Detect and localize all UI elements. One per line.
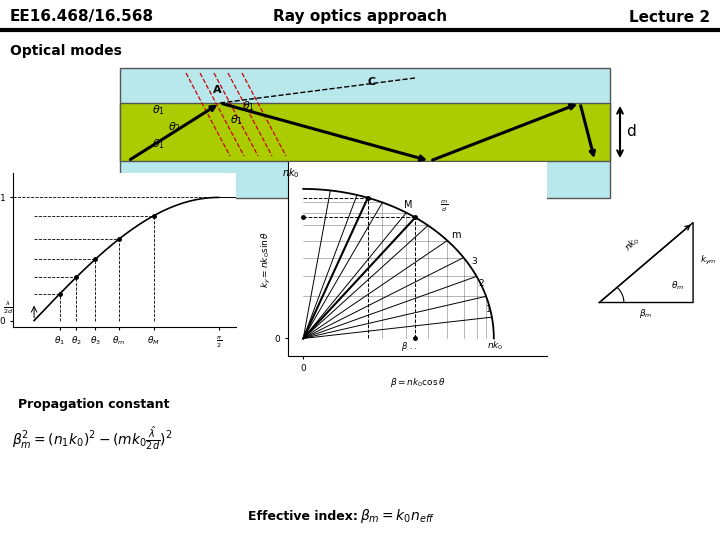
Text: Lecture 2: Lecture 2 — [629, 10, 710, 24]
Text: B: B — [434, 163, 442, 173]
Text: $\beta_m$: $\beta_m$ — [639, 307, 653, 321]
Text: 1: 1 — [486, 305, 492, 314]
Text: d: d — [626, 125, 636, 139]
Text: Optical modes: Optical modes — [10, 44, 122, 58]
Text: $\theta_1$: $\theta_1$ — [152, 103, 165, 117]
Text: Propagation constant: Propagation constant — [18, 398, 169, 411]
Text: 3: 3 — [471, 256, 477, 266]
Text: $\theta_1$: $\theta_1$ — [152, 137, 165, 151]
Text: $\beta_m = k_0n_{eff}$: $\beta_m = k_0n_{eff}$ — [360, 507, 435, 525]
Text: $\beta_m^2 = (n_1k_0)^2-(mk_0\frac{\hat{\lambda}}{2d})^2$: $\beta_m^2 = (n_1k_0)^2-(mk_0\frac{\hat{… — [12, 424, 173, 453]
Text: EE16.468/16.568: EE16.468/16.568 — [10, 10, 154, 24]
Text: M: M — [404, 200, 413, 211]
Y-axis label: $k_y = nk_0\sin\theta$: $k_y = nk_0\sin\theta$ — [260, 231, 273, 288]
Text: $\beta_...$: $\beta_...$ — [401, 340, 418, 353]
Text: A: A — [213, 85, 222, 95]
Text: $\theta_m$: $\theta_m$ — [671, 280, 684, 292]
Bar — [120, 68, 610, 198]
Text: Ray optics approach: Ray optics approach — [273, 10, 447, 24]
X-axis label: $\beta = nk_0\cos\theta$: $\beta = nk_0\cos\theta$ — [390, 376, 446, 389]
Text: $\frac{\lambda}{2d}$: $\frac{\lambda}{2d}$ — [3, 299, 13, 315]
Bar — [120, 103, 610, 161]
Text: $\theta_1$: $\theta_1$ — [230, 113, 243, 127]
Text: 2: 2 — [479, 279, 485, 288]
Text: $nk_0$: $nk_0$ — [623, 234, 643, 254]
Text: $\theta_2$: $\theta_2$ — [168, 120, 181, 134]
Text: Effective index:: Effective index: — [248, 510, 358, 523]
Text: $nk_0$: $nk_0$ — [487, 340, 504, 353]
Text: $nk_0$: $nk_0$ — [282, 166, 300, 180]
Text: $k_{ym}$: $k_{ym}$ — [700, 254, 716, 267]
Text: $\frac{m}{d}$: $\frac{m}{d}$ — [440, 199, 448, 214]
Text: C: C — [368, 77, 376, 87]
Text: m: m — [451, 230, 461, 240]
Text: $\theta_1$: $\theta_1$ — [242, 99, 255, 113]
